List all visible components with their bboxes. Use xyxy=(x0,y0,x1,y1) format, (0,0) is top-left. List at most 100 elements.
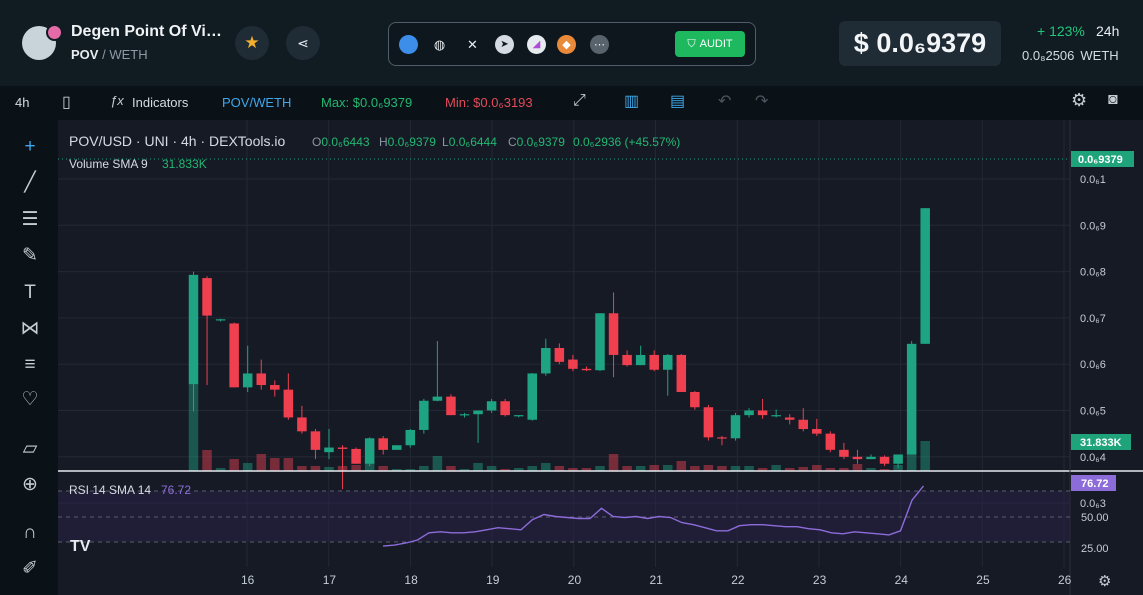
favorite-star-icon[interactable]: ★ xyxy=(235,26,269,60)
heart-icon[interactable]: ♡ xyxy=(21,389,39,410)
candle-body xyxy=(527,373,537,420)
volume-bar xyxy=(798,467,808,471)
ohlc-close: C0.0₆9379 xyxy=(508,135,565,149)
candle-body xyxy=(893,454,903,464)
candle-body xyxy=(717,437,727,439)
candle-body xyxy=(608,313,619,355)
chart-title: POV/USD · UNI · 4h · DEXTools.io xyxy=(69,133,285,149)
volume-bar xyxy=(283,458,294,471)
volume-sma-value: 31.833K xyxy=(162,157,207,171)
price-change: + 123% xyxy=(1037,23,1085,39)
interval-selector[interactable]: 4h xyxy=(15,95,30,110)
line-chart-icon[interactable]: ▤ xyxy=(670,93,686,110)
horizontal-lines-icon[interactable]: ☰ xyxy=(21,209,39,230)
volume-bar xyxy=(513,468,524,471)
volume-label: Volume SMA 9 xyxy=(69,157,148,171)
candle-body xyxy=(635,354,646,366)
ruler-icon[interactable]: ▱ xyxy=(22,438,38,459)
candle-body xyxy=(446,396,456,416)
candle-body xyxy=(568,359,578,369)
candle-body xyxy=(825,433,836,450)
max-price: Max: $0.0₆9379 xyxy=(321,95,413,110)
candle-body xyxy=(771,415,781,417)
candle-body xyxy=(378,438,388,450)
candle-body xyxy=(839,449,849,457)
more-icon[interactable]: ⋯ xyxy=(590,35,609,54)
zoom-icon[interactable]: ⊕ xyxy=(22,474,38,495)
rsi-tick-50: 50.00 xyxy=(1081,512,1109,524)
metamask-icon[interactable]: ◆ xyxy=(557,35,576,54)
settings-gear-icon[interactable]: ⚙ xyxy=(1071,90,1088,110)
token-pair: POV / WETH xyxy=(71,47,148,62)
fullscreen-icon[interactable]: ⤢ xyxy=(573,92,586,109)
volume-bar xyxy=(270,458,280,471)
rsi-value: 76.72 xyxy=(161,483,191,497)
volume-bar xyxy=(676,461,687,471)
fx-icon: ƒx xyxy=(110,93,124,108)
candle-body xyxy=(486,401,497,411)
price-chart[interactable]: 0.0₆1 0.0₆9 0.0₆8 0.0₆7 0.0₆6 0.0₆5 0.0₆4 0.0₆3… xyxy=(58,120,1143,595)
candle-body xyxy=(513,415,524,417)
redo-icon[interactable]: ↷ xyxy=(755,93,769,110)
lock-pen-icon[interactable]: ✐ xyxy=(22,558,38,579)
pair-toggle[interactable]: POV/WETH xyxy=(222,95,292,110)
time-tick-label: 26 xyxy=(1058,573,1072,587)
pattern-icon[interactable]: ⋈ xyxy=(20,318,40,339)
volume-bar xyxy=(527,466,537,471)
text-icon[interactable]: T xyxy=(24,282,36,303)
candle-body xyxy=(690,391,700,408)
candle-body xyxy=(337,447,348,449)
time-tick-label: 17 xyxy=(323,573,337,587)
weth-price: 0.0₈2506 xyxy=(1022,48,1075,63)
magnet-icon[interactable]: ∩ xyxy=(23,522,37,543)
time-tick-label: 19 xyxy=(486,573,500,587)
x-twitter-icon[interactable]: ✕ xyxy=(467,36,478,52)
volume-bar xyxy=(500,469,510,471)
rsi-value-badge xyxy=(1071,475,1116,491)
volume-bar xyxy=(256,454,266,471)
globe-icon[interactable]: ◍ xyxy=(433,36,446,52)
shield-check-icon: ⛉ xyxy=(687,37,696,50)
volume-bar xyxy=(581,468,592,471)
volume-bar xyxy=(446,466,456,471)
volume-bar xyxy=(825,468,836,471)
volume-bar xyxy=(297,466,307,471)
candle-body xyxy=(202,278,212,316)
bar-chart-icon[interactable]: ▥ xyxy=(624,93,640,110)
time-tick-label: 18 xyxy=(404,573,418,587)
share-icon[interactable]: ⋖ xyxy=(286,26,320,60)
trend-line-icon[interactable]: ╱ xyxy=(24,172,36,193)
candle-type-icon[interactable]: ▯ xyxy=(62,94,71,111)
axis-settings-icon[interactable]: ⚙ xyxy=(1098,572,1111,590)
volume-bar xyxy=(419,466,429,471)
undo-icon[interactable]: ↶ xyxy=(718,93,732,110)
chart-toolbar: 4h ▯ ƒx Indicators POV/WETH Max: $0.0₆93… xyxy=(0,86,1143,120)
dex-icon[interactable]: ◢ xyxy=(527,35,546,54)
volume-bar xyxy=(324,467,334,471)
candle-body xyxy=(270,385,280,390)
tradingview-logo: TV xyxy=(70,538,91,555)
candle-body xyxy=(744,410,754,416)
volume-bar xyxy=(920,441,930,471)
audit-button[interactable]: ⛉ AUDIT xyxy=(675,31,745,57)
candle-body xyxy=(256,373,266,386)
token-symbol: POV xyxy=(71,47,99,62)
candles xyxy=(188,208,930,490)
camera-icon[interactable]: ◙ xyxy=(1108,91,1118,108)
volume-bar xyxy=(541,463,551,471)
quote-symbol: WETH xyxy=(109,47,148,62)
volume-bars xyxy=(188,384,930,471)
fib-icon[interactable]: ≡ xyxy=(24,354,36,375)
blockchain-icon[interactable] xyxy=(399,35,418,54)
brush-icon[interactable]: ✎ xyxy=(22,245,38,266)
price-tick-label: 0.0₆6 xyxy=(1080,359,1106,371)
volume-bar xyxy=(730,466,741,471)
telegram-icon[interactable]: ➤ xyxy=(495,35,514,54)
indicators-button[interactable]: Indicators xyxy=(132,95,189,110)
volume-bar xyxy=(378,466,388,471)
volume-bar xyxy=(812,465,822,471)
volume-bar xyxy=(744,466,754,471)
volume-bar xyxy=(622,466,632,471)
crosshair-icon[interactable]: + xyxy=(24,136,36,157)
volume-bar xyxy=(188,384,199,471)
